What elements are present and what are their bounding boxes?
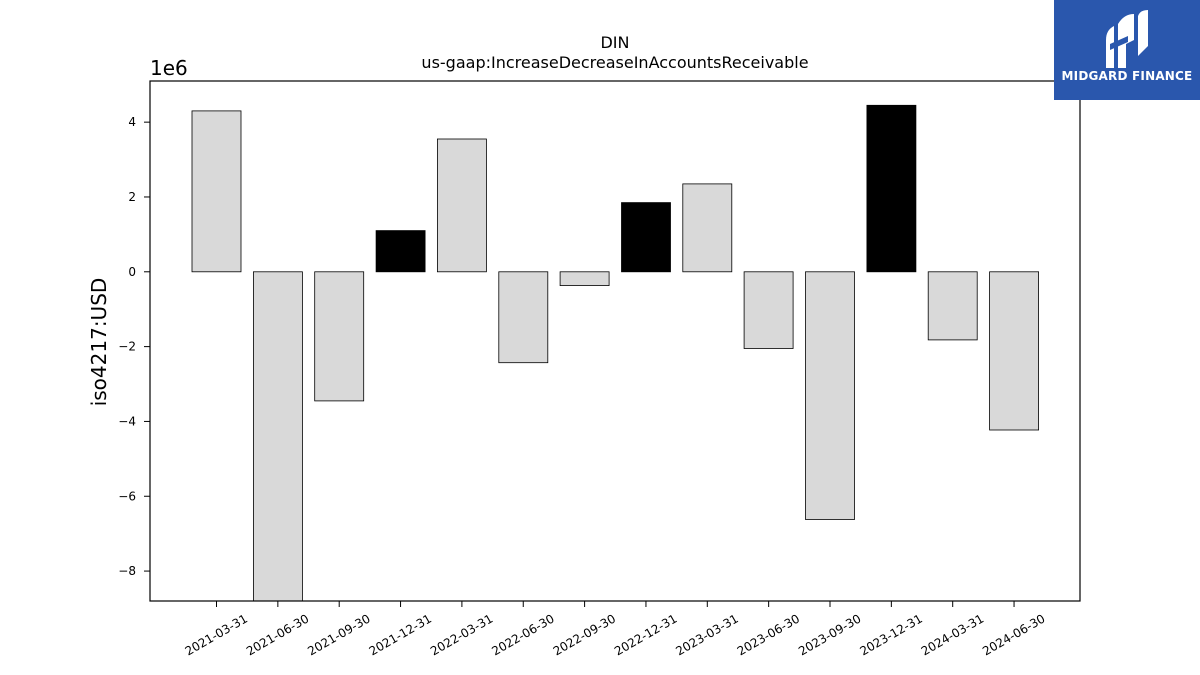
y-tick-label: 2 [128,190,136,204]
bar-2022-03-31 [436,138,487,273]
bar-2021-12-31 [375,230,426,273]
x-tick-label: 2023-09-30 [796,611,863,658]
x-tick-label: 2022-09-30 [551,611,618,658]
bar-2023-12-31 [866,104,917,273]
x-tick-label: 2021-06-30 [244,611,311,658]
bar-2021-03-31 [191,110,242,273]
y-axis-offset-label: 1e6 [150,56,188,80]
bar-2022-06-30 [498,271,549,364]
x-tick-label: 2022-06-30 [489,611,556,658]
bar-2023-03-31 [682,183,733,273]
x-tick-label: 2023-06-30 [735,611,802,658]
x-tick-label: 2023-03-31 [673,611,740,658]
y-tick-label: 0 [128,265,136,279]
y-tick-label: −8 [118,564,136,578]
y-tick-label: −4 [118,414,136,428]
plot-frame [149,80,1081,602]
x-tick-label: 2022-03-31 [428,611,495,658]
x-tick-label: 2024-06-30 [980,611,1047,658]
bar-2024-06-30 [989,271,1039,431]
bar-2021-09-30 [314,271,365,402]
midgard-m-icon [1106,10,1148,68]
y-tick-label: −2 [118,340,136,354]
y-axis-label: iso4217:USD [87,278,111,407]
logo-text: MIDGARD FINANCE [1061,69,1193,83]
bar-2023-06-30 [743,271,794,349]
bar-2021-06-30 [252,271,303,602]
chart-subtitle: us-gaap:IncreaseDecreaseInAccountsReceiv… [421,53,808,72]
x-axis-ticks: 2021-03-312021-06-302021-09-302021-12-31… [183,601,1048,658]
bar-2022-12-31 [621,202,671,273]
x-tick-label: 2021-12-31 [367,611,434,658]
bar-2022-09-30 [559,271,610,286]
chart-title: DIN [600,33,629,52]
x-tick-label: 2021-09-30 [305,611,372,658]
brand-logo: MIDGARD FINANCE [1054,0,1200,100]
bars-group [191,104,1039,602]
bar-2024-03-31 [927,271,978,341]
x-tick-label: 2021-03-31 [183,611,250,658]
x-tick-label: 2022-12-31 [612,611,679,658]
x-tick-label: 2023-12-31 [857,611,924,658]
y-axis-ticks: −8 −6 −4 −2 0 2 4 [118,115,150,578]
x-tick-label: 2024-03-31 [919,611,986,658]
bar-2023-09-30 [805,271,855,520]
y-tick-label: 4 [128,115,136,129]
y-tick-label: −6 [118,489,136,503]
